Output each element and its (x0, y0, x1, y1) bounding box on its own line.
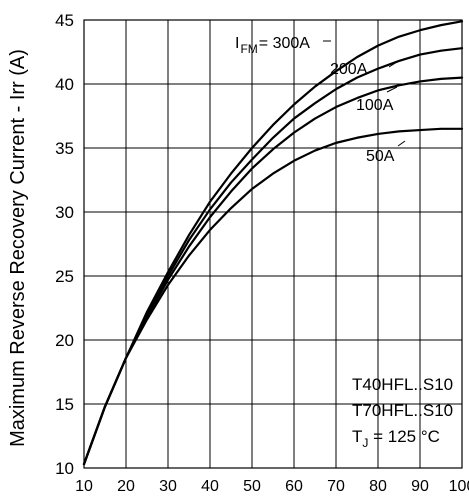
series-50a-line (82, 127, 464, 466)
series-300a-label: IFM= 300A (235, 35, 310, 56)
y-tick-label: 30 (55, 203, 74, 222)
series-50a-label: 50A (366, 148, 395, 165)
x-tick-label: 20 (117, 478, 135, 495)
device-annotation: T70HFL..S10 (352, 401, 453, 420)
y-tick-label: 35 (55, 139, 74, 158)
y-tick-label: 20 (55, 331, 74, 350)
junction-temperature-label: TJ = 125 °C (352, 427, 440, 450)
plot-frame (83, 19, 463, 469)
device-annotation: T40HFL..S10 (352, 375, 453, 394)
x-tick-label: 70 (327, 478, 345, 495)
x-tick-label: 100 (449, 478, 469, 495)
series-100a-label: 100A (356, 97, 394, 114)
x-tick-label: 10 (75, 478, 93, 495)
leader-line-100a (386, 86, 398, 93)
y-tick-label: 25 (55, 267, 74, 286)
series-300a-line (82, 20, 464, 466)
leader-line-50a (397, 140, 406, 147)
x-tick-label: 40 (201, 478, 219, 495)
series-layer (82, 20, 464, 466)
labels-layer: Maximum Reverse Recovery Current - Irr (… (7, 35, 406, 447)
y-tick-label: 40 (55, 75, 74, 94)
y-tick-label: 10 (55, 459, 74, 478)
x-tick-label: 50 (243, 478, 261, 495)
y-tick-label: 45 (55, 11, 74, 30)
annotation-layer: T40HFL..S10 T70HFL..S10 TJ = 125 °C (352, 375, 453, 450)
series-200a-label: 200A (330, 61, 368, 78)
x-tick-label: 30 (159, 478, 177, 495)
ticks-layer: 10 20 30 40 50 60 70 80 90 100 10 15 20 25 30 35 40 45 (55, 11, 469, 495)
grid-layer (83, 19, 463, 469)
x-tick-label: 60 (285, 478, 303, 495)
x-tick-label: 80 (369, 478, 387, 495)
y-tick-label: 15 (55, 395, 74, 414)
leader-line-200a (388, 61, 398, 68)
series-100a-line (82, 76, 464, 466)
y-axis-label: Maximum Reverse Recovery Current - Irr (… (7, 49, 29, 447)
series-200a-line (82, 47, 464, 466)
x-tick-label: 90 (411, 478, 429, 495)
